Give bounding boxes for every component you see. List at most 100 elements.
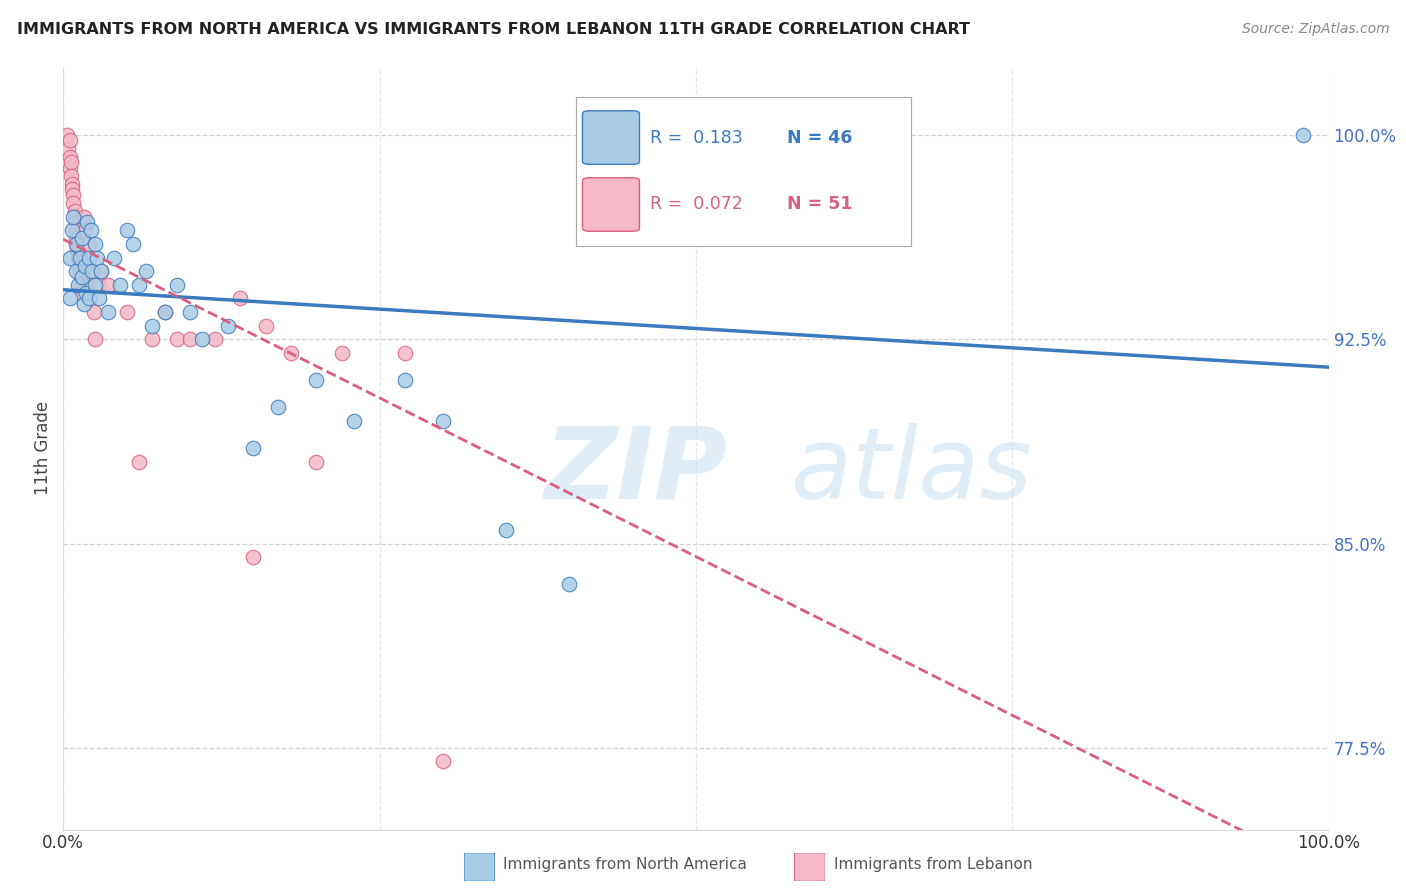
Point xyxy=(179,305,201,319)
Point xyxy=(69,251,91,265)
Point xyxy=(70,269,93,284)
Point xyxy=(103,251,125,265)
Point xyxy=(73,223,96,237)
Point xyxy=(115,305,138,319)
Point xyxy=(76,215,98,229)
Point xyxy=(394,346,416,360)
Point xyxy=(60,182,83,196)
Point xyxy=(58,133,80,147)
Point xyxy=(77,251,100,265)
Point xyxy=(305,455,328,469)
Point xyxy=(432,755,454,769)
Point xyxy=(70,285,93,300)
Point xyxy=(84,277,107,292)
Point xyxy=(58,292,80,306)
Point xyxy=(90,264,112,278)
Point xyxy=(72,297,94,311)
Point xyxy=(62,196,84,211)
Point xyxy=(66,243,89,257)
Text: Source: ZipAtlas.com: Source: ZipAtlas.com xyxy=(1241,22,1389,37)
Point xyxy=(77,236,100,251)
Point xyxy=(65,215,87,229)
Point xyxy=(305,373,328,387)
Point xyxy=(60,177,83,191)
Point xyxy=(267,401,290,415)
FancyBboxPatch shape xyxy=(794,853,825,881)
Point xyxy=(242,441,264,455)
Point xyxy=(80,223,103,237)
Point xyxy=(87,277,110,292)
Point xyxy=(1292,128,1315,142)
Point xyxy=(90,264,112,278)
Point xyxy=(65,236,87,251)
Point xyxy=(77,292,100,306)
Point xyxy=(84,236,107,251)
Point xyxy=(153,305,176,319)
Point xyxy=(65,223,87,237)
Point xyxy=(73,259,96,273)
Point xyxy=(343,414,366,428)
Point xyxy=(67,251,90,265)
Point xyxy=(121,236,145,251)
Point xyxy=(77,264,100,278)
Point xyxy=(70,277,93,292)
Y-axis label: 11th Grade: 11th Grade xyxy=(34,401,52,495)
Point xyxy=(115,223,138,237)
Point xyxy=(128,277,150,292)
Point xyxy=(229,292,252,306)
Point xyxy=(69,259,91,273)
Point xyxy=(70,269,93,284)
Point xyxy=(56,128,79,142)
Point xyxy=(69,264,91,278)
Point xyxy=(583,128,606,142)
Point xyxy=(58,142,80,156)
Point xyxy=(96,305,118,319)
Point xyxy=(80,277,103,292)
Point xyxy=(242,550,264,565)
Point xyxy=(67,277,90,292)
Point xyxy=(58,161,80,175)
Point xyxy=(583,128,606,142)
Point xyxy=(128,455,150,469)
Text: Immigrants from North America: Immigrants from North America xyxy=(503,857,747,872)
Point xyxy=(59,155,82,169)
Point xyxy=(63,210,86,224)
Point xyxy=(495,523,517,537)
Point xyxy=(83,305,105,319)
Point xyxy=(432,414,454,428)
FancyBboxPatch shape xyxy=(464,853,495,881)
Point xyxy=(63,204,86,219)
Point xyxy=(75,285,97,300)
Point xyxy=(65,264,87,278)
Point xyxy=(60,223,83,237)
Point xyxy=(254,318,277,333)
Point xyxy=(217,318,239,333)
Point xyxy=(204,332,226,346)
Point xyxy=(96,277,118,292)
Point xyxy=(141,332,163,346)
Point xyxy=(58,150,80,164)
Point xyxy=(72,210,94,224)
Text: Immigrants from Lebanon: Immigrants from Lebanon xyxy=(834,857,1032,872)
Point xyxy=(66,236,89,251)
Text: atlas: atlas xyxy=(790,423,1032,520)
Text: ZIP: ZIP xyxy=(544,423,727,520)
Point xyxy=(394,373,416,387)
Point xyxy=(558,577,581,591)
Point xyxy=(166,277,188,292)
Point xyxy=(59,169,82,183)
Point xyxy=(82,264,104,278)
Point xyxy=(166,332,188,346)
Text: IMMIGRANTS FROM NORTH AMERICA VS IMMIGRANTS FROM LEBANON 11TH GRADE CORRELATION : IMMIGRANTS FROM NORTH AMERICA VS IMMIGRA… xyxy=(17,22,970,37)
Point xyxy=(153,305,176,319)
Point xyxy=(84,332,107,346)
Point xyxy=(62,210,84,224)
Point xyxy=(280,346,302,360)
Point xyxy=(62,188,84,202)
Point xyxy=(110,277,132,292)
Point xyxy=(141,318,163,333)
Point xyxy=(87,292,110,306)
Point xyxy=(135,264,156,278)
Point xyxy=(70,231,93,245)
Point xyxy=(330,346,353,360)
